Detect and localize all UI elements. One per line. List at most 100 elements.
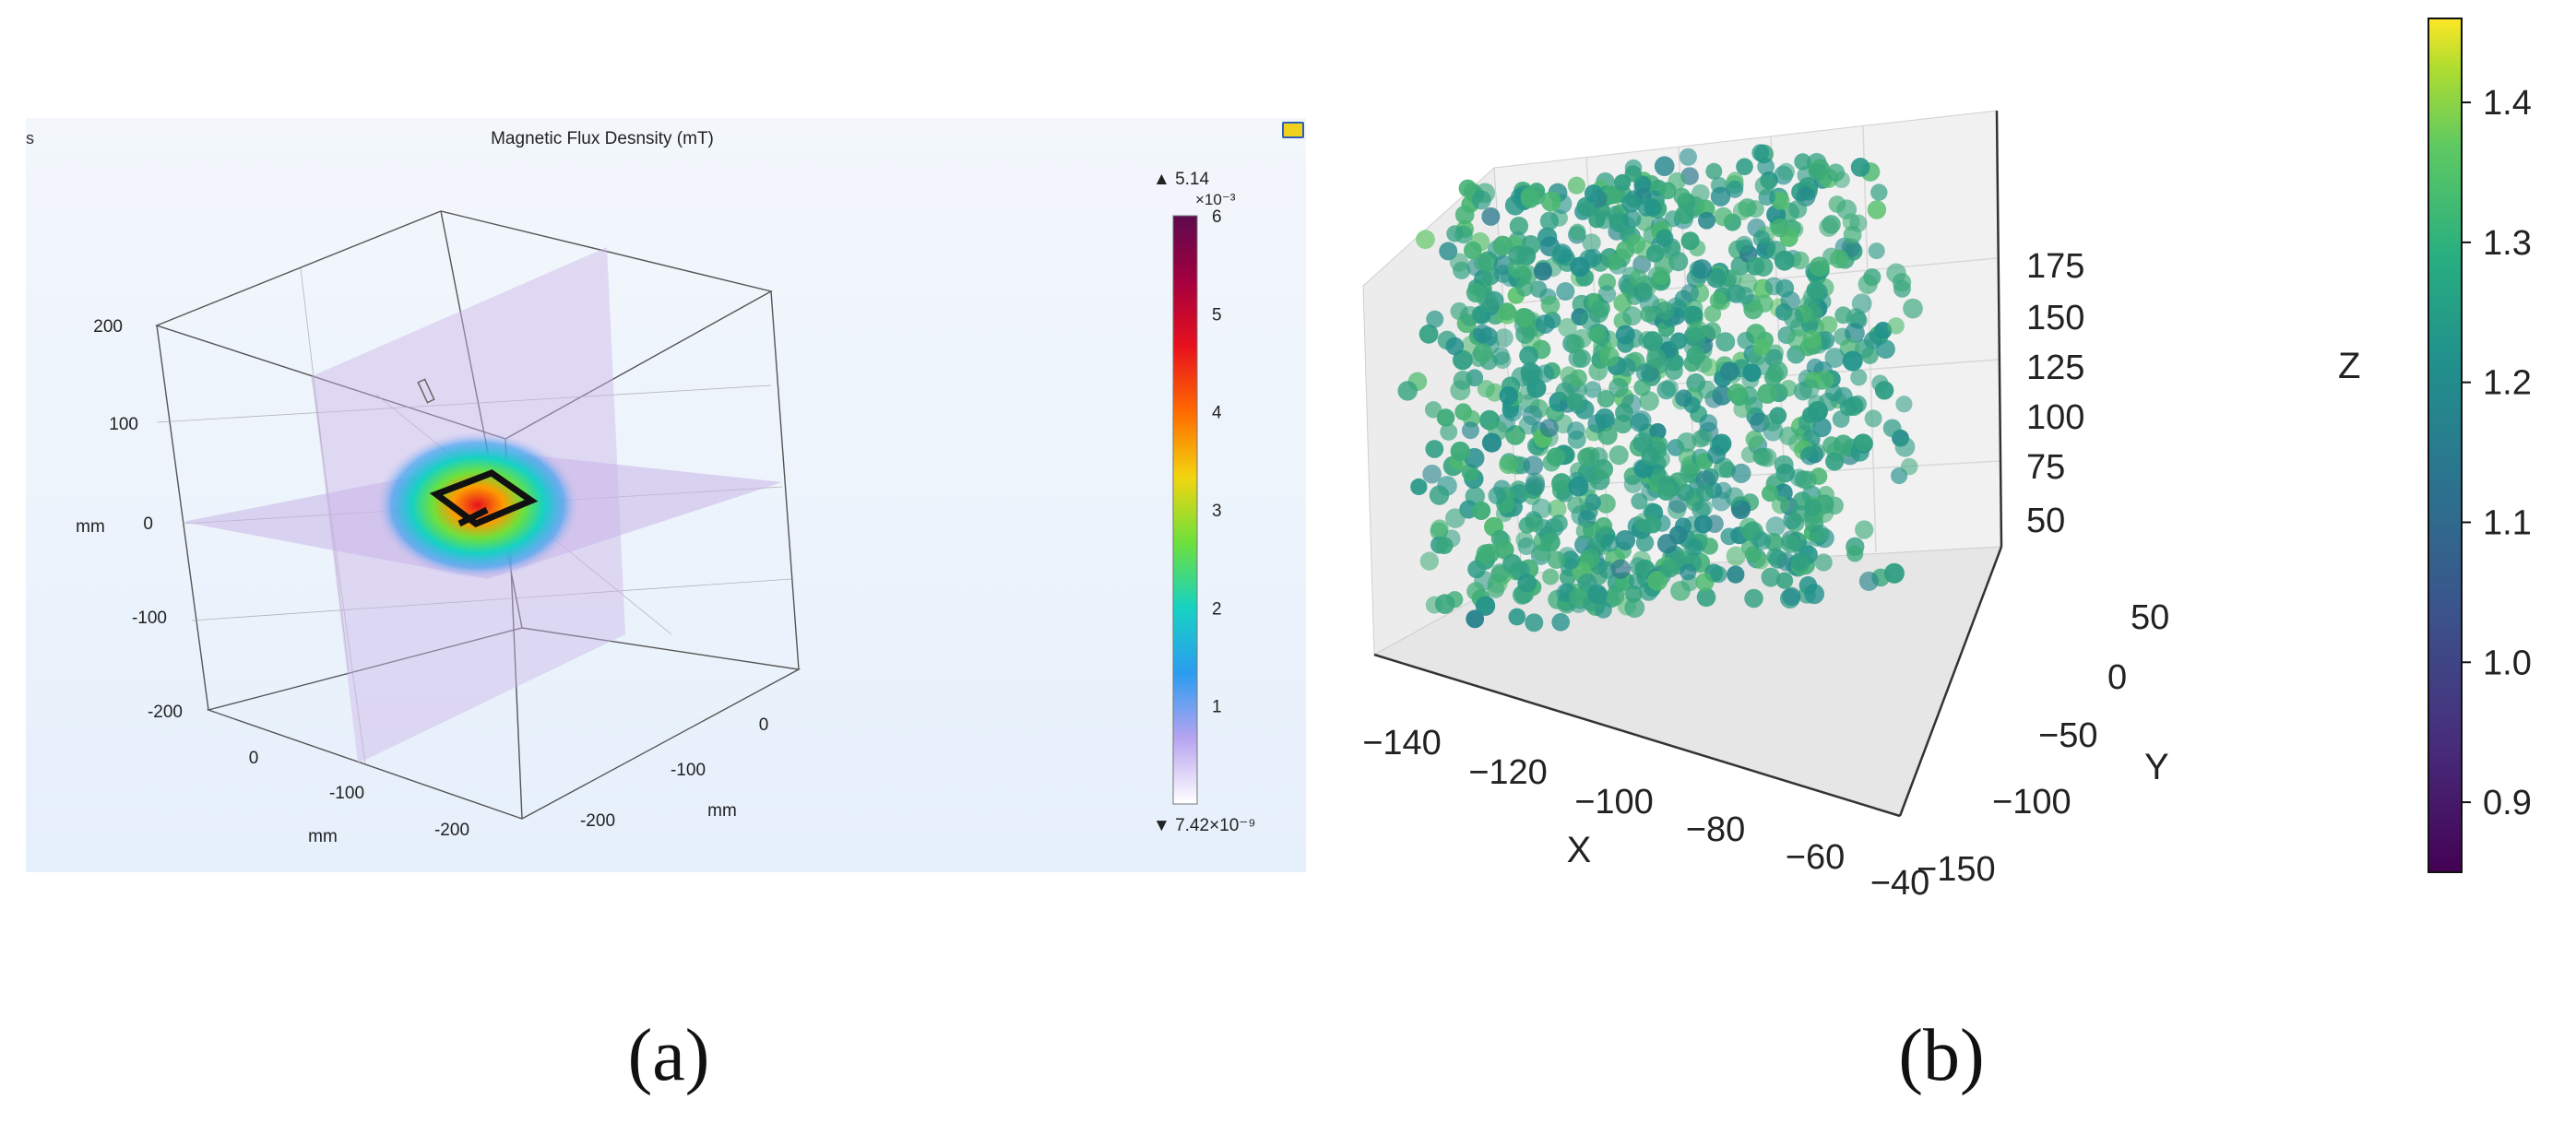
scatter-point [1558, 318, 1577, 337]
y-tick: −50 [2038, 716, 2097, 755]
window-icon[interactable] [1282, 122, 1304, 138]
scatter-point [1706, 267, 1727, 289]
scatter-point [1549, 514, 1568, 532]
scatter-point [1435, 537, 1454, 555]
y-tick: 50 [2131, 598, 2169, 637]
scatter-point [1705, 162, 1723, 180]
scatter-point [1656, 229, 1674, 247]
scatter-point [1499, 455, 1518, 475]
scatter-point [1851, 293, 1872, 314]
x-tick: −120 [1468, 753, 1548, 792]
scatter-point [1551, 473, 1572, 494]
scatter-point [1834, 306, 1853, 325]
scatter-point [1445, 508, 1466, 528]
scatter-point [1551, 612, 1571, 632]
scatter-point [1868, 242, 1885, 260]
scatter-point [1629, 557, 1647, 575]
scatter-point [1453, 370, 1473, 390]
panel-a-title: Magnetic Flux Desnsity (mT) [491, 129, 714, 148]
scatter-point [1744, 588, 1763, 609]
panel-b-svg: −140 −120 −100 −80 −60 −40 X −150 −100 −… [1362, 18, 2532, 903]
axis-z-a: 200 100 0 -100 -200 mm [76, 317, 183, 722]
scatter-point [1677, 431, 1697, 453]
scatter-point [1695, 573, 1715, 592]
scatter-point [1616, 241, 1635, 260]
scatter-point [1693, 514, 1713, 534]
scatter-point [1848, 395, 1867, 413]
scatter-point [1645, 244, 1665, 263]
scatter-point [1712, 384, 1733, 406]
z-axis-unit: mm [76, 517, 105, 537]
scatter-point [1605, 586, 1625, 607]
scatter-point [1472, 343, 1493, 363]
scatter-point [1589, 325, 1608, 344]
scatter-point [1694, 428, 1714, 447]
scatter-point [1639, 391, 1659, 411]
scatter-point [1491, 347, 1510, 365]
scatter-point [1753, 338, 1771, 356]
z-tick: 175 [2026, 247, 2084, 286]
scatter-point [1668, 526, 1688, 545]
scatter-point [1894, 436, 1916, 457]
scatter-point [1844, 323, 1865, 344]
scatter-point [1695, 483, 1715, 502]
z-tick: 50 [2026, 502, 2065, 540]
scatter-point [1569, 369, 1587, 387]
scatter-point [1809, 524, 1830, 545]
scatter-point [1600, 534, 1620, 552]
y-axis-label: Y [2144, 747, 2169, 787]
scatter-point [1780, 379, 1798, 397]
coil-loop [429, 469, 539, 527]
scatter-point [1649, 468, 1669, 488]
scatter-point [1842, 350, 1863, 372]
scatter-point [1808, 162, 1827, 182]
panel-a-svg: 200 100 0 -100 -200 mm 0 -100 -200 mm 0 … [76, 170, 1255, 846]
scatter-point [1814, 370, 1834, 390]
scatter-point [1643, 502, 1661, 521]
scatter-point [1615, 529, 1636, 550]
scatter-point [1410, 478, 1428, 496]
scatter-point [1733, 399, 1751, 419]
scatter-point [1727, 383, 1747, 404]
scatter-point [1514, 307, 1535, 328]
scatter-point [1547, 550, 1566, 570]
scatter-point [1817, 486, 1834, 503]
scatter-point [1686, 346, 1706, 366]
scatter-point [1481, 207, 1501, 226]
scatter-point [1903, 298, 1923, 319]
z-tick-neg100: -100 [132, 609, 167, 628]
scatter-point [1804, 499, 1822, 516]
scatter-point [1707, 445, 1727, 465]
scatter-point [1735, 235, 1753, 254]
scatter-point [1621, 194, 1641, 213]
scatter-point [1641, 446, 1660, 466]
scatter-point [1567, 176, 1585, 195]
z-tick: 125 [2026, 349, 2084, 387]
colorbar-b-ticks: 0.9 1.0 1.1 1.2 1.3 1.4 [2462, 84, 2532, 822]
x-tick-neg100: -100 [329, 784, 364, 803]
scatter-point [1833, 434, 1854, 455]
scatter-point [1660, 559, 1680, 578]
scatter-point [1569, 223, 1586, 241]
scatter-point [1445, 337, 1465, 356]
colorbar-a-tick: 1 [1212, 698, 1222, 717]
scatter-point [1461, 464, 1479, 481]
scatter-point [1466, 582, 1486, 601]
scatter-point [1685, 327, 1706, 349]
scatter-point [1680, 231, 1700, 251]
scatter-point [1440, 422, 1458, 441]
scatter-point [1570, 256, 1590, 278]
scatter-point [1584, 249, 1602, 267]
scatter-point [1597, 390, 1615, 408]
scatter-point [1783, 308, 1804, 329]
scatter-point [1595, 210, 1614, 230]
scatter-point [1425, 440, 1444, 458]
scatter-point [1850, 369, 1868, 386]
scatter-point [1609, 445, 1629, 466]
scatter-point [1494, 328, 1514, 348]
scatter-point [1703, 304, 1722, 323]
axes3d-edges [1373, 110, 2003, 818]
scatter-point [1775, 572, 1794, 589]
scatter-point [1419, 551, 1439, 571]
scatter-point [1656, 380, 1677, 400]
